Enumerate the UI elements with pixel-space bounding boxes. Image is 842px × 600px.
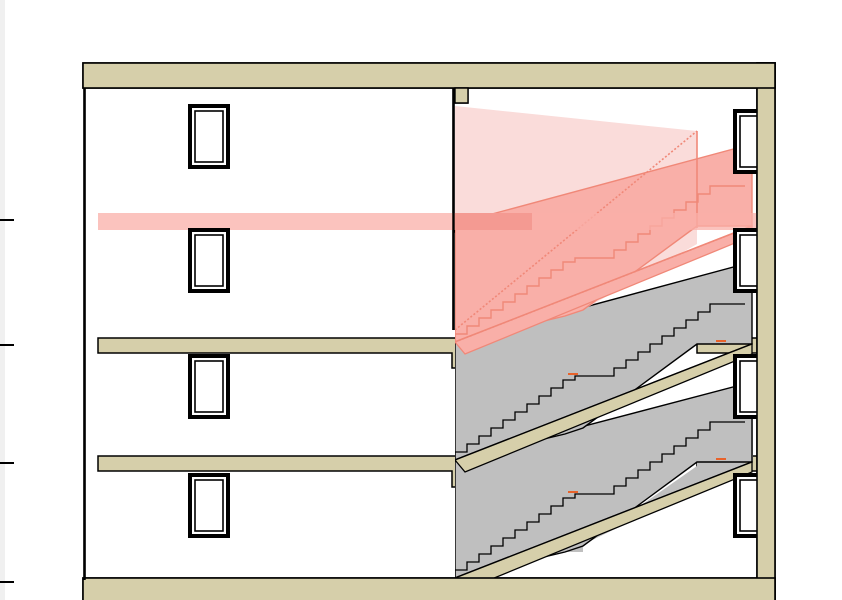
selection-band-light[interactable] [98, 213, 757, 230]
windows-right[interactable] [733, 62, 776, 600]
base-slab-overlay [82, 577, 776, 600]
ruler-tick-1 [0, 219, 14, 221]
roof-slab-overlay [82, 62, 776, 89]
ruler-tick-2 [0, 344, 14, 346]
stair-nosing-marker-upper-a [568, 373, 578, 375]
window-left-lower[interactable] [188, 473, 230, 538]
stair-nosing-marker-upper-b [716, 340, 726, 342]
windows-left[interactable] [188, 104, 230, 538]
vertical-ruler-strip[interactable] [0, 0, 5, 600]
stair-stringer-lower [455, 461, 753, 578]
stair-treads-lower [455, 421, 745, 578]
selection-edge-upper [455, 130, 698, 331]
stair-nosing-marker-lower-a [568, 491, 578, 493]
selection-edge-lower [455, 225, 753, 343]
ruler-tick-4 [0, 581, 14, 583]
selected-stair-treads [455, 185, 745, 342]
window-left-top[interactable] [188, 104, 230, 169]
selection-band-dark[interactable] [452, 213, 532, 230]
stair-treads-upper [455, 303, 745, 460]
ruler-tick-3 [0, 462, 14, 464]
stair-flight-lower[interactable] [455, 381, 753, 590]
window-left-mid[interactable] [188, 354, 230, 419]
window-left-upper[interactable] [188, 228, 230, 293]
partition-nib-roof-overlay [454, 87, 469, 104]
right-wall-overlay [756, 62, 776, 600]
selection-level-band[interactable] [98, 213, 757, 230]
stair-nosing-marker-lower-b [716, 458, 726, 460]
